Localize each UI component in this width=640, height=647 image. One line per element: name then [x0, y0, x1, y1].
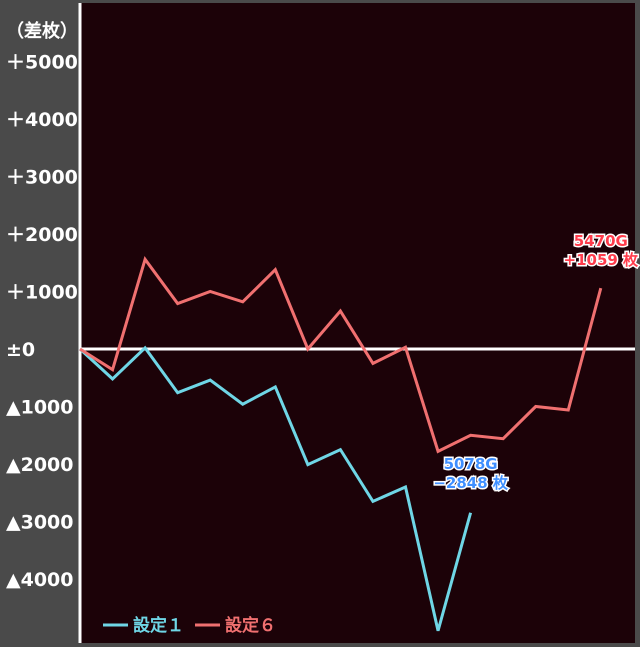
series-line-1: [78, 345, 473, 632]
end-label-series-1: −2848 枚: [433, 474, 509, 492]
y-tick-label: ▲4000: [6, 569, 74, 591]
y-tick-label: ▲1000: [6, 397, 74, 419]
y-tick-label: ▲2000: [6, 454, 74, 476]
legend-label-series-2: 設定６: [225, 615, 276, 636]
series-line-2: [79, 255, 603, 454]
y-tick-label: ▲3000: [6, 512, 74, 534]
y-axis-title: （差枚）: [6, 20, 78, 42]
y-tick-label: ＋4000: [6, 109, 78, 131]
legend: 設定１ 設定６: [103, 615, 276, 636]
legend-label-series-1: 設定１: [133, 615, 184, 636]
y-tick-label: ＋5000: [6, 52, 78, 74]
end-label-series-1: 5078G: [444, 455, 498, 473]
y-tick-label: ±0: [6, 339, 35, 361]
y-tick-label: ＋2000: [6, 224, 78, 246]
plot-area: [79, 3, 635, 643]
y-tick-label: ＋3000: [6, 167, 78, 189]
end-label-series-2: +1059 枚: [564, 251, 640, 269]
end-label-series-2: 5470G: [574, 232, 628, 250]
y-tick-label: ＋1000: [6, 282, 78, 304]
